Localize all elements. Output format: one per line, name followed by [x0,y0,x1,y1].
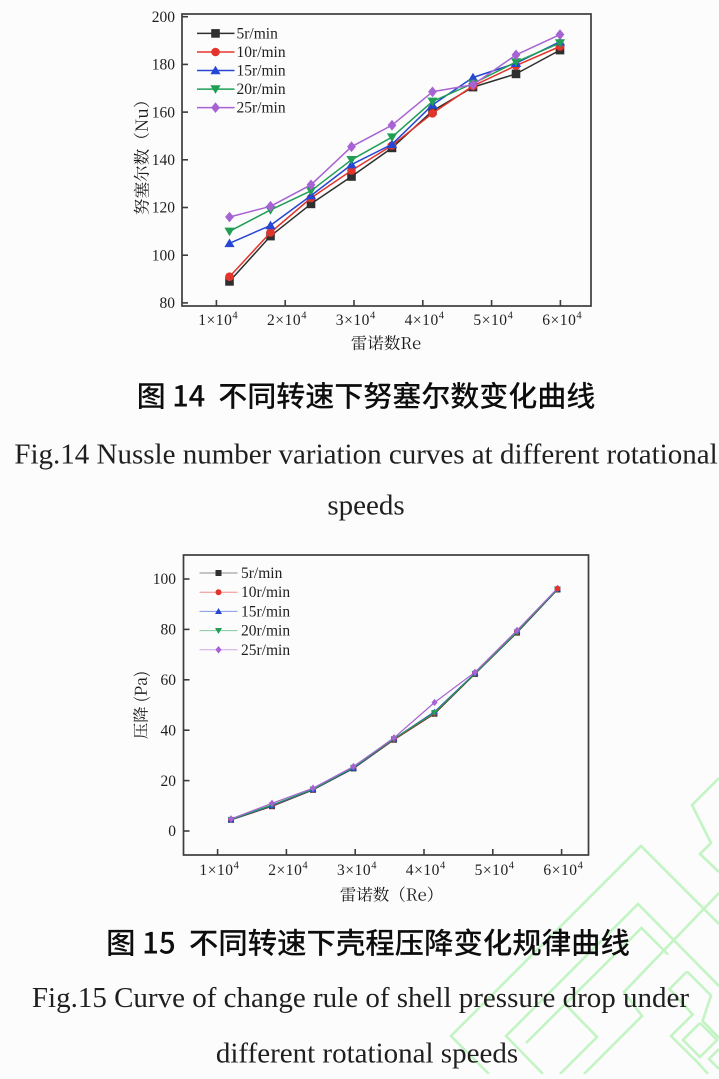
svg-text:25r/min: 25r/min [237,100,286,117]
svg-text:180: 180 [152,57,176,74]
svg-text:80: 80 [161,622,177,639]
svg-text:2×104: 2×104 [268,861,308,880]
svg-text:5×104: 5×104 [475,861,515,880]
svg-text:40: 40 [161,722,177,739]
svg-text:5r/min: 5r/min [237,25,279,42]
svg-text:20: 20 [161,773,177,790]
svg-text:1×104: 1×104 [199,861,239,880]
svg-text:10r/min: 10r/min [237,44,286,61]
svg-text:different rotational speeds: different rotational speeds [216,1038,518,1070]
svg-text:Fig.14 Nussle number variation: Fig.14 Nussle number variation curves at… [14,439,717,471]
svg-text:200: 200 [152,9,176,26]
svg-text:15r/min: 15r/min [241,603,290,620]
svg-text:100: 100 [152,247,176,264]
svg-text:15r/min: 15r/min [237,63,286,80]
svg-text:6×104: 6×104 [542,311,582,330]
svg-text:4×104: 4×104 [405,311,445,330]
svg-text:2×104: 2×104 [267,311,307,330]
svg-text:3×104: 3×104 [337,861,377,880]
svg-text:120: 120 [152,200,176,217]
svg-text:1×104: 1×104 [198,311,238,330]
svg-text:3×104: 3×104 [336,311,376,330]
svg-text:60: 60 [161,672,177,689]
svg-text:160: 160 [152,104,176,121]
svg-text:25r/min: 25r/min [241,642,290,659]
svg-text:20r/min: 20r/min [237,81,286,98]
svg-text:80: 80 [160,295,176,312]
svg-text:speeds: speeds [327,490,404,522]
svg-text:0: 0 [168,823,176,840]
svg-text:5r/min: 5r/min [241,565,283,582]
svg-text:140: 140 [152,152,176,169]
svg-text:Fig.15 Curve of change rule of: Fig.15 Curve of change rule of shell pre… [32,982,690,1014]
svg-text:5×104: 5×104 [473,311,513,330]
svg-text:100: 100 [153,571,177,588]
svg-text:10r/min: 10r/min [241,584,290,601]
svg-text:20r/min: 20r/min [241,623,290,640]
svg-text:4×104: 4×104 [406,861,446,880]
svg-text:6×104: 6×104 [543,861,583,880]
